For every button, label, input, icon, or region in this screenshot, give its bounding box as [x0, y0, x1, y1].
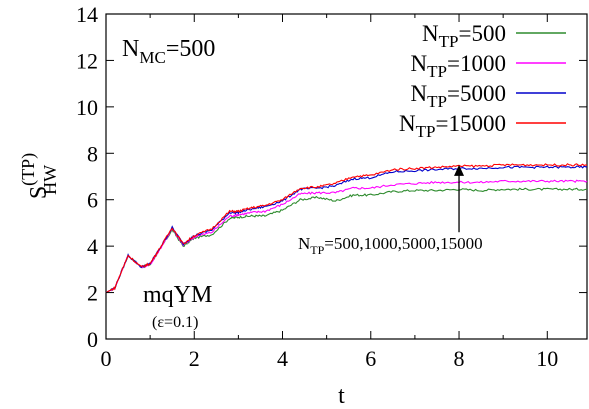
x-axis-title: t — [338, 383, 345, 409]
x-tick-label: 4 — [277, 346, 288, 371]
legend-label: NTP=5000 — [411, 81, 506, 111]
y-tick-label: 14 — [76, 2, 98, 27]
model-label: mqYM — [143, 282, 212, 308]
y-axis-title: S(TP) HW — [18, 153, 60, 199]
x-tick-label: 2 — [189, 346, 200, 371]
y-tick-label: 12 — [76, 48, 98, 73]
epsilon-label: (ε=0.1) — [152, 314, 198, 331]
x-tick-label: 10 — [536, 346, 558, 371]
x-tick-label: 8 — [454, 346, 465, 371]
series-layer — [105, 163, 588, 294]
x-tick-label: 6 — [365, 346, 376, 371]
y-tick-label: 10 — [76, 95, 98, 120]
y-tick-label: 8 — [87, 141, 98, 166]
y-tick-label: 2 — [87, 281, 98, 306]
series-line-15000 — [105, 163, 588, 294]
nmc-annotation: NMC=500 — [122, 36, 215, 67]
series-line-5000 — [105, 165, 588, 294]
legend-label: NTP=1000 — [411, 51, 506, 81]
legend-label: NTP=15000 — [399, 111, 506, 141]
y-tick-label: 6 — [87, 188, 98, 213]
axis-ticks: 0 2 4 6 8 10 0 2 4 6 8 10 12 14 t S(TP) HW — [18, 2, 587, 409]
arrow-head — [454, 164, 465, 176]
y-tick-label: 0 — [87, 327, 98, 352]
legend-label: NTP=500 — [422, 21, 506, 51]
plot-frame — [105, 13, 588, 340]
x-tick-label: 0 — [101, 346, 112, 371]
plot-border — [105, 13, 588, 340]
arrow-label: NTP=500,1000,5000,15000 — [298, 234, 483, 257]
annotations: NMC=500 mqYM (ε=0.1) NTP=500,1000,5000,1500… — [122, 36, 483, 331]
y-tick-label: 4 — [87, 234, 98, 259]
